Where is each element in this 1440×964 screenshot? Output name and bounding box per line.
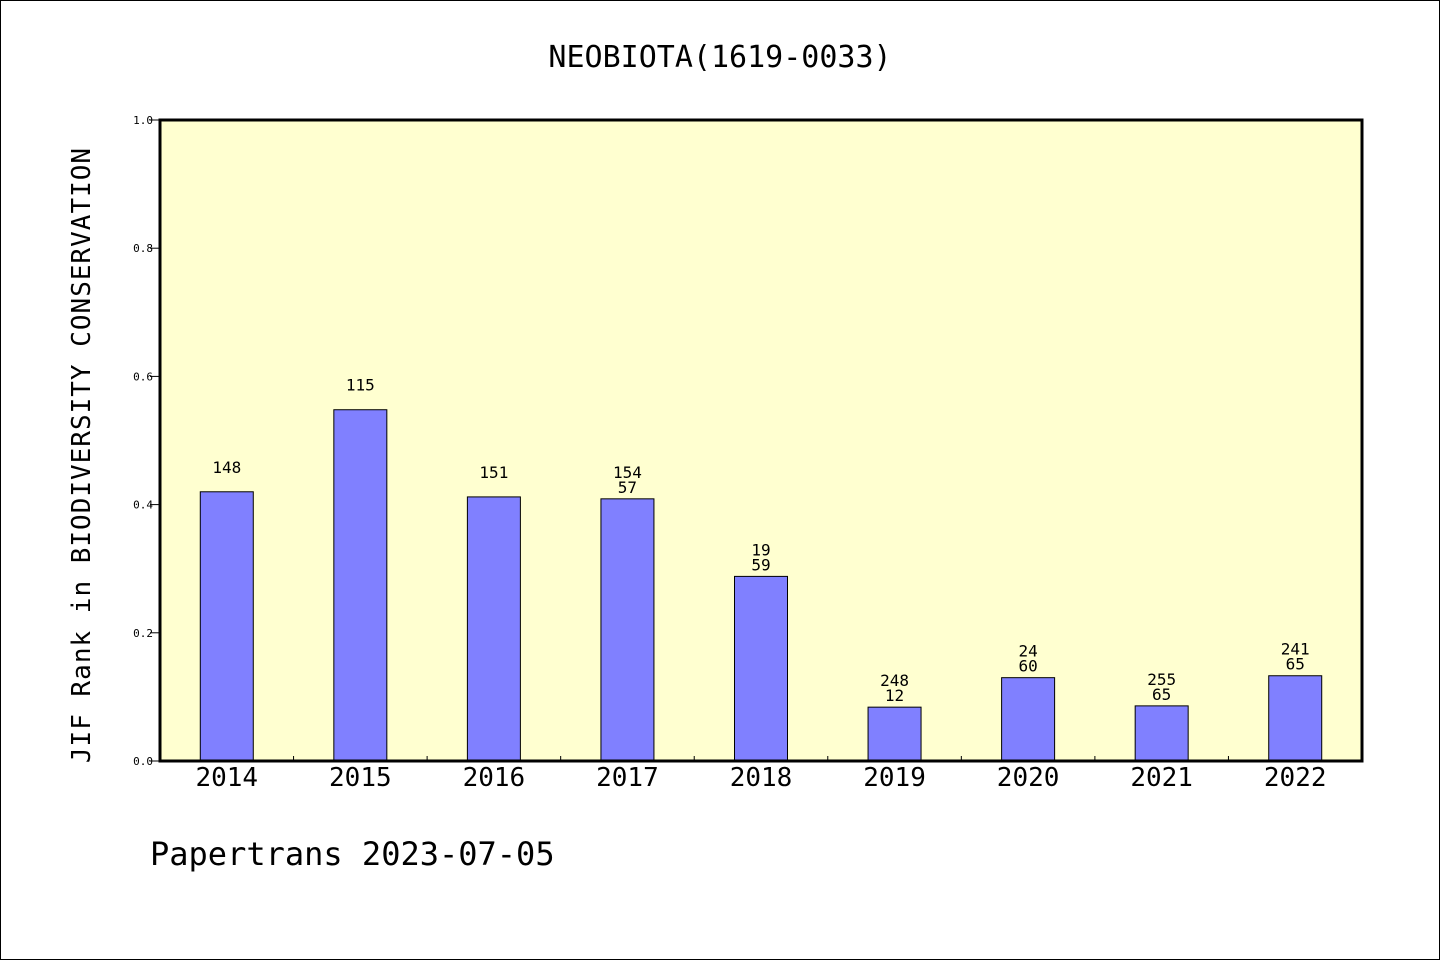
y-axis: 0.0 0.2 0.4 0.6 0.8 1.0 xyxy=(133,114,160,768)
x-tick-label: 2016 xyxy=(463,763,526,793)
bar-value-label: 60 xyxy=(1018,657,1037,676)
bar xyxy=(734,575,788,762)
x-tick-label: 2019 xyxy=(863,763,926,793)
bar xyxy=(466,496,521,762)
bar-value-label: 12 xyxy=(885,686,904,705)
x-tick-label: 2017 xyxy=(596,763,659,793)
bar-value-label: 248 xyxy=(880,671,909,690)
bar-value-label: 241 xyxy=(1281,640,1310,659)
y-tick-label: 0.6 xyxy=(133,370,153,383)
y-tick-label: 1.0 xyxy=(133,114,153,127)
bar-value-label: 19 xyxy=(751,540,770,559)
x-tick-label: 2014 xyxy=(195,763,258,793)
y-tick-label: 0.8 xyxy=(133,242,153,255)
y-tick-label: 0.0 xyxy=(133,755,153,768)
bar-value-label: 59 xyxy=(751,555,770,574)
y-tick-label: 0.4 xyxy=(133,499,153,512)
bar xyxy=(1268,675,1323,762)
bar-value-label: 151 xyxy=(479,463,508,482)
x-tick-label: 2015 xyxy=(329,763,392,793)
bar xyxy=(333,409,388,762)
bar-value-label: 65 xyxy=(1286,655,1305,674)
bar-value-label: 115 xyxy=(346,376,375,395)
footer-text: Papertrans 2023-07-05 xyxy=(150,835,555,873)
bar xyxy=(867,706,922,762)
bar-value-label: 24 xyxy=(1018,642,1037,661)
x-tick-label: 2018 xyxy=(730,763,793,793)
x-axis: 2014 2015 2016 2017 2018 2019 2020 2021 2022 xyxy=(195,756,1327,793)
bar-value-label: 57 xyxy=(618,478,637,497)
bar-value-label: 154 xyxy=(613,463,642,482)
bar xyxy=(199,491,254,762)
x-tick-label: 2021 xyxy=(1130,763,1193,793)
y-tick-label: 0.2 xyxy=(133,627,153,640)
bar xyxy=(1134,705,1189,762)
bar xyxy=(600,498,655,762)
bar-value-label: 65 xyxy=(1152,685,1171,704)
bar-value-label: 255 xyxy=(1147,670,1176,689)
chart-title: NEOBIOTA(1619-0033) xyxy=(548,40,891,75)
bar xyxy=(1001,677,1056,762)
plot-border xyxy=(158,118,1364,763)
x-tick-label: 2022 xyxy=(1264,763,1327,793)
bar-value-label: 148 xyxy=(212,458,241,477)
bars-group xyxy=(199,409,1323,762)
x-tick-label: 2020 xyxy=(997,763,1060,793)
y-axis-label: JIF Rank in BIODIVERSITY CONSERVATION xyxy=(67,147,97,763)
